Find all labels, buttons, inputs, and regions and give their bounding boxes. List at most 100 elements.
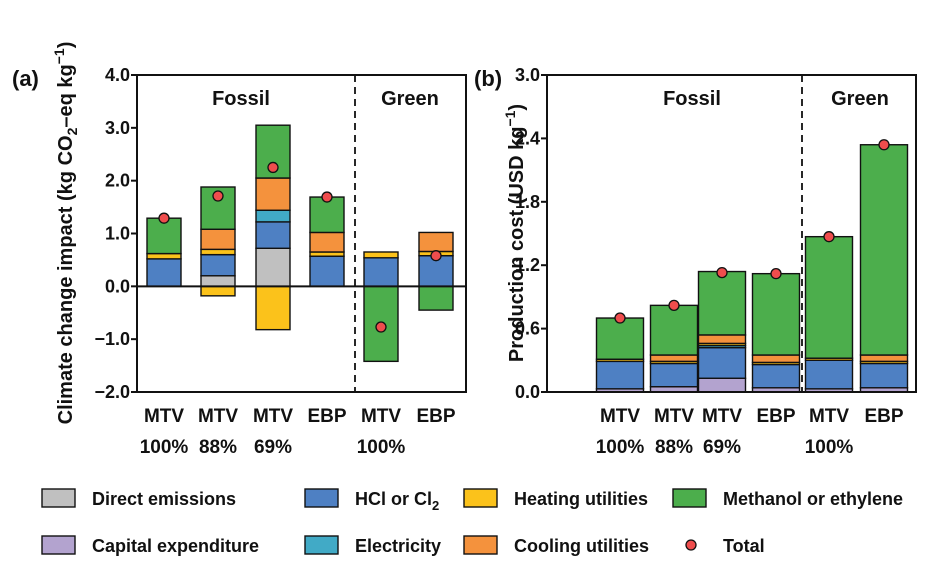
total-marker [212,190,224,202]
bar-0-segment-heating-utilities [146,252,182,260]
region-label-green: Green [381,88,439,110]
chart-panel-a: 4.0 3.0 2.0 1.0 0.0 −1.0 −2.0 MTV 100% MTV 88% MTV 6… [12,42,467,458]
y-tick-label: 2.4 [515,128,540,148]
bar-1-segment-methanol-ethylene [649,304,699,356]
y-tick-label: 1.2 [515,255,540,275]
bar-2-segment-cooling-utilities [255,177,291,211]
bar-3-segment-hcl-cl2 [309,255,345,288]
legend-label: Capital expenditure [92,536,259,556]
y-tick-label: −1.0 [94,329,130,349]
bar-2-segment-hcl-cl2 [255,221,291,249]
bar-2-segment-direct-emissions [255,247,291,288]
y-tick-label: 2.0 [105,171,130,191]
legend-swatch [463,488,498,508]
legend-marker [685,539,697,551]
total-marker [878,139,890,151]
x-category-label: MTV [600,406,640,427]
legend-item-capital-expenditure: Capital expenditure [41,535,259,556]
bar-2-segment-methanol-ethylene [255,124,291,179]
chart-panel-b: 3.0 2.4 1.8 1.2 0.6 0.0 MTV 100% MTV 88% MTV 69% EBP… [474,65,917,458]
total-marker [158,212,170,224]
x-category-label: MTV [654,406,694,427]
y-tick-label: 0.0 [105,276,130,296]
x-category-label: EBP [864,406,903,427]
bar-2-segment-methanol-ethylene [697,270,747,336]
legend-swatch [41,488,76,508]
legend-swatch [672,488,707,508]
legend-item-electricity: Electricity [304,535,441,556]
y-axis-label: Climate change impact (kg CO2–eq kg−1) [51,42,80,425]
legend-label: Total [723,536,765,556]
bar-1-segment-heating-utilities [200,285,236,297]
legend-swatch [41,535,76,555]
x-category-label: EBP [756,406,795,427]
x-category-label: EBP [307,406,346,427]
legend-swatch [304,488,339,508]
y-tick-label: 3.0 [105,118,130,138]
bar-2-segment-heating-utilities [255,285,291,331]
x-category-sublabel: 100% [596,437,645,458]
x-category-label: MTV [702,406,742,427]
x-category-sublabel: 88% [655,437,693,458]
x-category-sublabel: 100% [805,437,854,458]
total-marker [430,250,442,262]
x-category-sublabel: 100% [140,437,189,458]
legend-item-heating-utilities: Heating utilities [463,488,648,509]
total-marker [267,161,279,174]
bar-1-segment-cooling-utilities [649,354,699,363]
bar-0-segment-hcl-cl2 [595,360,645,390]
total-marker [321,191,333,203]
region-label-fossil: Fossil [212,88,270,110]
legend-item-methanol-ethylene: Methanol or ethylene [672,488,903,509]
bar-0-segment-methanol-ethylene [595,317,645,360]
y-tick-label: −2.0 [94,382,130,402]
bar-0-segment-hcl-cl2 [146,258,182,288]
bar-3-segment-cooling-utilities [309,231,345,253]
x-category-sublabel: 100% [357,437,406,458]
total-marker [770,268,782,280]
bar-5-segment-hcl-cl2 [859,362,909,389]
y-tick-label: 3.0 [515,65,540,85]
bar-5-segment-cooling-utilities [418,231,454,253]
y-axis-label: Production cost (USD kg−1) [502,104,528,362]
total-marker [668,299,680,312]
bar-3-segment-hcl-cl2 [751,363,801,389]
legend-label: HCl or Cl2 [355,489,439,513]
x-category-label: MTV [253,406,293,427]
legend: Direct emissions HCl or Cl2 Heating utilit… [41,488,903,556]
legend-label: Electricity [355,536,441,556]
bar-2-segment-cooling-utilities [697,334,747,345]
bar-3-segment-cooling-utilities [751,354,801,364]
legend-label: Heating utilities [514,489,648,509]
y-tick-label: 4.0 [105,65,130,85]
legend-item-total-marker: Total [685,536,765,556]
bar-2-segment-electricity [255,209,291,223]
x-category-sublabel: 69% [254,437,292,458]
legend-label: Cooling utilities [514,536,649,556]
bar-3-segment-methanol-ethylene [751,272,801,356]
bar-1-segment-direct-emissions [200,275,236,288]
bar-3-segment-methanol-ethylene [309,196,345,234]
x-category-label: MTV [198,406,238,427]
panel-label: (b) [474,66,502,91]
bar-2-segment-hcl-cl2 [697,346,747,379]
x-category-label: MTV [144,406,184,427]
bar-2-segment-capital-expenditure [697,377,747,393]
legend-label: Methanol or ethylene [723,489,903,509]
legend-swatch [304,535,339,555]
legend-item-direct-emissions: Direct emissions [41,488,236,509]
bar-1-segment-cooling-utilities [200,228,236,251]
x-category-sublabel: 88% [199,437,237,458]
bar-4-segment-heating-utilities [363,251,399,259]
bar-1-segment-hcl-cl2 [649,362,699,388]
total-marker [716,266,728,279]
bar-4-segment-methanol-ethylene [804,235,854,359]
y-tick-label: 1.0 [105,224,130,244]
total-marker [614,312,626,324]
bar-5-segment-methanol-ethylene [859,144,909,356]
region-label-fossil: Fossil [663,88,721,110]
legend-swatch [463,535,498,555]
y-tick-label: 0.6 [515,319,540,339]
x-category-label: MTV [361,406,401,427]
